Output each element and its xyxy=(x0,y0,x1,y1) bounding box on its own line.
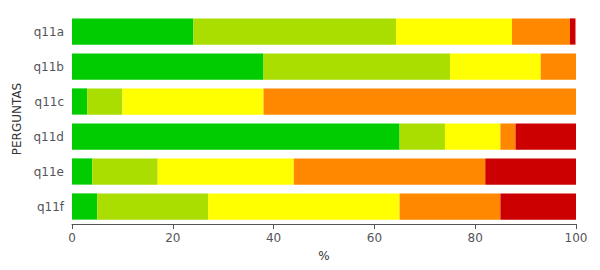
svg-text:q11e: q11e xyxy=(34,165,64,179)
svg-text:0: 0 xyxy=(68,231,76,245)
svg-text:100: 100 xyxy=(565,231,588,245)
svg-text:q11d: q11d xyxy=(33,130,64,144)
svg-text:20: 20 xyxy=(165,231,180,245)
svg-text:40: 40 xyxy=(266,231,281,245)
svg-text:q11f: q11f xyxy=(37,200,65,214)
svg-text:q11c: q11c xyxy=(35,95,64,109)
svg-text:80: 80 xyxy=(468,231,483,245)
svg-text:q11a: q11a xyxy=(34,25,64,39)
svg-text:60: 60 xyxy=(367,231,382,245)
svg-text:PERGUNTAS: PERGUNTAS xyxy=(10,83,24,155)
svg-text:%: % xyxy=(318,249,329,263)
svg-text:q11b: q11b xyxy=(33,60,64,74)
